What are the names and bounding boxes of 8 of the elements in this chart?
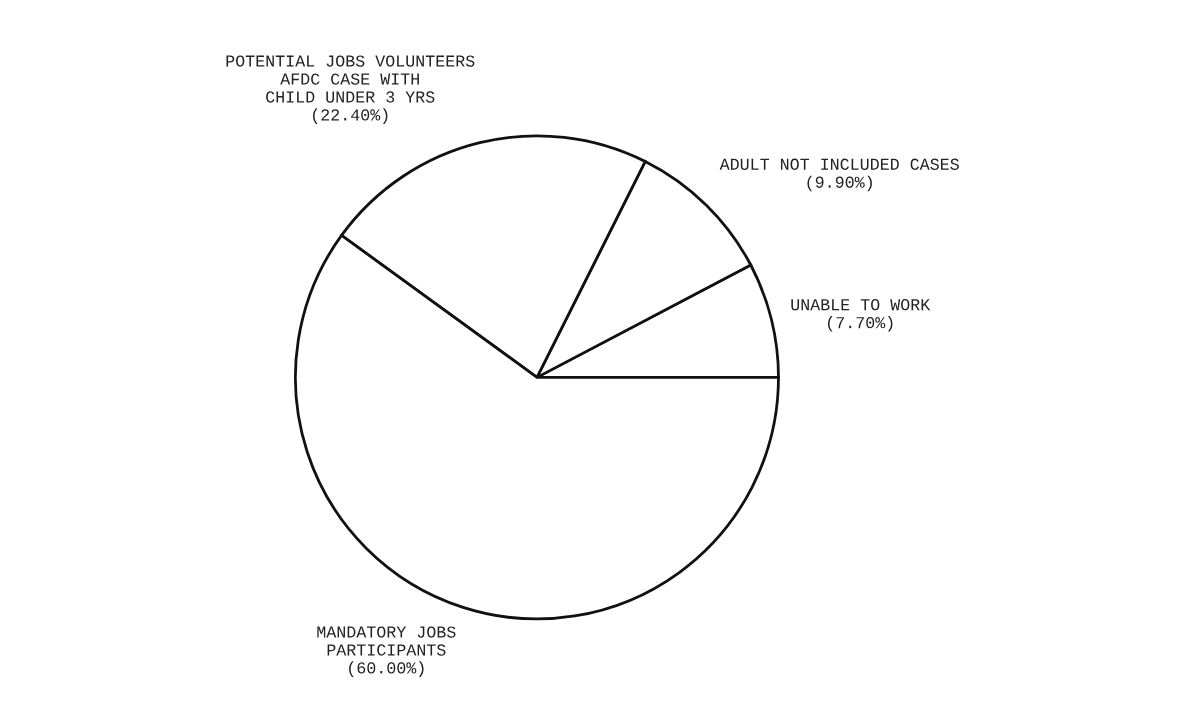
slice-label: ADULT NOT INCLUDED CASES bbox=[719, 158, 959, 170]
slice-label: POTENTIAL JOBS VOLUNTEERS AFDC CASE WITH CHILD UNDER 3 YRS bbox=[226, 55, 475, 103]
slice-label: MANDATORY JOBS PARTICIPANTS bbox=[317, 626, 456, 656]
data-label: (9.90%) bbox=[807, 175, 872, 192]
data-label: (22.40%) bbox=[312, 108, 388, 124]
data-label: (60.00%) bbox=[349, 661, 424, 677]
data-label: (7.70%) bbox=[828, 316, 893, 332]
slice-label: UNABLE TO WORK bbox=[791, 299, 931, 311]
